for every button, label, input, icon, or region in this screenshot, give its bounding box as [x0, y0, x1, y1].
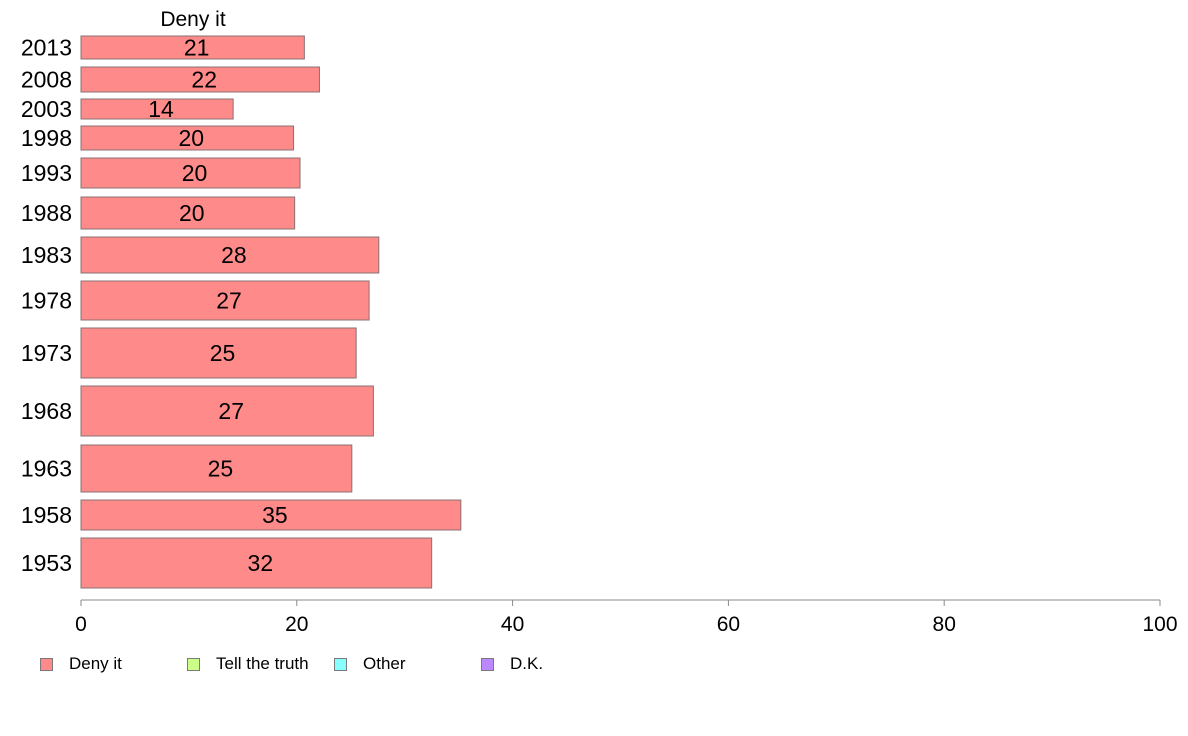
bar-1958 — [80, 499, 462, 531]
legend-swatch — [334, 657, 347, 671]
data-label-1958: 35 — [262, 502, 288, 528]
data-label-1973: 25 — [210, 340, 236, 366]
x-axis: 0 20 40 60 80 100 — [75, 599, 1178, 636]
x-tick-label-20: 20 — [285, 613, 308, 636]
year-labels-group: 2013 2008 2003 1998 1993 1988 1983 1978 1973 1968… — [21, 35, 72, 577]
year-label-2003: 2003 — [21, 96, 72, 122]
year-label-1973: 1973 — [21, 340, 72, 366]
legend: Deny it Tell the truth Other D.K. — [0, 652, 1188, 676]
data-label-1968: 27 — [218, 398, 244, 424]
year-label-1988: 1988 — [21, 200, 72, 226]
legend-label: Tell the truth — [216, 654, 309, 673]
bar-1983 — [80, 236, 380, 274]
data-label-1978: 27 — [216, 288, 242, 314]
bar-2003 — [80, 98, 234, 120]
data-label-1988: 20 — [179, 200, 205, 226]
year-label-1958: 1958 — [21, 502, 72, 528]
bar-2013 — [80, 35, 305, 60]
bar-1973 — [80, 327, 357, 379]
legend-label: Deny it — [69, 654, 122, 673]
data-label-1963: 25 — [208, 456, 234, 482]
bar-1963 — [80, 444, 353, 493]
data-label-2008: 22 — [191, 67, 217, 93]
bar-1993 — [80, 157, 301, 189]
bar-2008 — [80, 66, 320, 93]
legend-item: D.K. — [481, 652, 543, 676]
chart-title: Deny it — [160, 8, 226, 31]
year-label-1968: 1968 — [21, 398, 72, 424]
legend-swatch — [40, 657, 53, 671]
legend-item: Deny it — [40, 652, 122, 676]
x-tick-label-80: 80 — [933, 613, 956, 636]
data-label-1953: 32 — [248, 550, 274, 576]
data-label-1998: 20 — [178, 125, 204, 151]
x-tick-label-60: 60 — [717, 613, 740, 636]
bar-1988 — [80, 196, 296, 230]
data-label-1983: 28 — [221, 242, 247, 268]
year-label-1983: 1983 — [21, 242, 72, 268]
x-tick-label-40: 40 — [501, 613, 524, 636]
legend-item: Tell the truth — [187, 652, 309, 676]
legend-label: Other — [363, 654, 406, 673]
x-tick-label-100: 100 — [1142, 613, 1177, 636]
year-label-1993: 1993 — [21, 160, 72, 186]
bar-1978 — [80, 280, 370, 321]
data-label-1993: 20 — [182, 160, 208, 186]
legend-label: D.K. — [510, 654, 544, 673]
data-label-2013: 21 — [184, 35, 210, 61]
year-label-2013: 2013 — [21, 35, 72, 61]
data-label-2003: 14 — [148, 96, 174, 122]
legend-swatch — [187, 657, 200, 671]
year-label-1953: 1953 — [21, 550, 72, 576]
bar-1953 — [80, 537, 433, 589]
bar-1968 — [80, 385, 374, 437]
legend-swatch — [481, 657, 494, 671]
legend-item: Other — [334, 652, 406, 676]
year-label-1998: 1998 — [21, 125, 72, 151]
year-label-1978: 1978 — [21, 288, 72, 314]
x-tick-label-0: 0 — [75, 613, 87, 636]
year-label-2008: 2008 — [21, 67, 72, 93]
year-label-1963: 1963 — [21, 456, 72, 482]
bar-1998 — [80, 125, 295, 151]
